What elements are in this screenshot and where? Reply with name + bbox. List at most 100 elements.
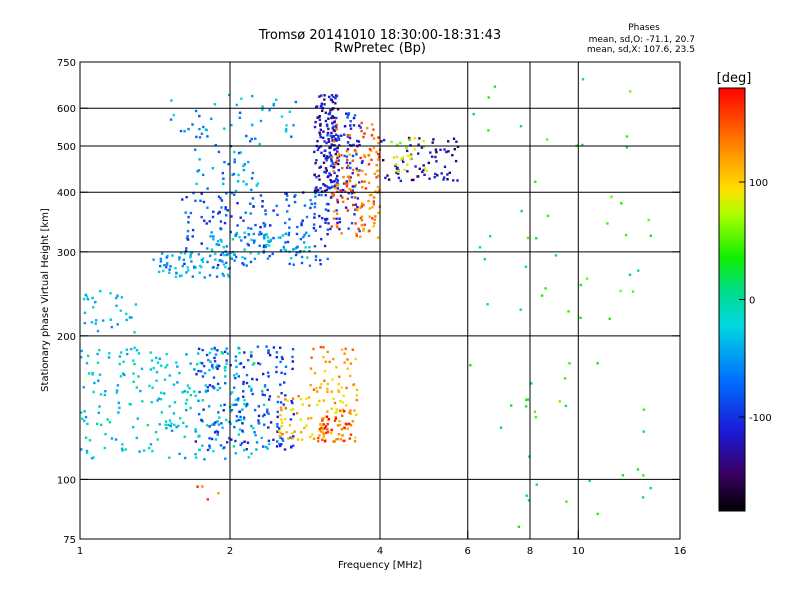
data-point	[349, 120, 352, 123]
data-point	[110, 437, 114, 440]
data-point	[303, 241, 306, 244]
data-point	[341, 196, 344, 199]
data-point	[199, 361, 202, 365]
data-point	[284, 130, 288, 133]
data-point	[184, 211, 187, 214]
data-point	[334, 417, 338, 420]
data-point	[431, 141, 434, 144]
data-point	[85, 449, 89, 453]
data-point	[325, 156, 328, 160]
data-point	[102, 319, 105, 322]
data-point	[165, 256, 168, 259]
data-point	[159, 264, 162, 268]
data-point	[312, 223, 316, 226]
data-point	[290, 408, 293, 412]
data-point	[535, 483, 538, 486]
data-point	[232, 172, 235, 176]
data-point	[334, 415, 337, 419]
data-point	[360, 121, 363, 125]
data-point	[372, 128, 375, 131]
data-point	[185, 247, 188, 250]
data-point	[118, 406, 121, 410]
data-point	[354, 222, 357, 225]
data-point	[323, 140, 326, 143]
data-point	[200, 132, 204, 135]
data-point	[204, 384, 207, 387]
data-point	[216, 363, 219, 367]
data-point	[324, 218, 327, 221]
data-point	[242, 164, 245, 168]
data-point	[251, 363, 255, 366]
data-point	[233, 374, 236, 377]
data-point	[384, 176, 387, 180]
data-point	[246, 441, 250, 444]
data-point	[451, 154, 454, 157]
data-point	[323, 103, 326, 106]
data-point	[332, 170, 335, 173]
data-point	[279, 360, 282, 364]
data-point	[235, 372, 238, 376]
data-point	[221, 251, 224, 255]
data-point	[299, 398, 303, 401]
data-point	[375, 164, 378, 167]
data-point	[330, 156, 334, 159]
data-point	[363, 223, 366, 226]
data-point	[201, 375, 205, 378]
data-point	[329, 173, 332, 177]
data-point	[360, 223, 363, 227]
data-point	[253, 239, 256, 242]
data-point	[309, 367, 313, 370]
data-point	[313, 189, 317, 193]
data-point	[132, 372, 135, 375]
data-point	[229, 230, 232, 234]
data-point	[216, 430, 220, 434]
data-point	[526, 398, 530, 401]
data-point	[115, 391, 118, 394]
data-point	[343, 154, 346, 158]
data-point	[269, 224, 272, 227]
data-point	[319, 423, 322, 426]
data-point	[126, 352, 129, 356]
data-point	[288, 110, 291, 113]
data-point	[292, 408, 295, 411]
data-point	[355, 153, 358, 156]
data-point	[194, 394, 197, 397]
data-point	[326, 131, 330, 135]
data-point	[370, 193, 373, 196]
data-point	[367, 181, 371, 184]
data-point	[322, 136, 325, 139]
data-point	[119, 309, 122, 312]
data-point	[331, 100, 335, 104]
data-point	[224, 369, 227, 372]
data-point	[255, 184, 258, 187]
data-point	[368, 194, 372, 197]
data-point	[351, 189, 354, 192]
data-point	[245, 404, 248, 408]
data-point	[234, 377, 237, 380]
data-point	[268, 442, 271, 446]
data-point	[96, 329, 100, 333]
data-point	[234, 355, 238, 358]
data-point	[264, 445, 268, 449]
data-point	[217, 195, 221, 198]
data-point	[359, 235, 362, 238]
data-point	[211, 365, 214, 368]
data-point	[225, 245, 228, 248]
data-point	[487, 129, 490, 132]
data-point	[353, 213, 356, 216]
data-point	[297, 395, 300, 398]
data-point	[341, 414, 344, 417]
data-point	[338, 423, 342, 427]
data-point	[328, 146, 332, 150]
data-point	[107, 356, 111, 359]
data-point	[267, 412, 270, 415]
data-point	[320, 193, 323, 197]
data-point	[323, 440, 327, 443]
data-point	[343, 352, 346, 355]
data-point	[326, 422, 329, 426]
data-point	[349, 166, 352, 170]
data-point	[277, 429, 281, 432]
data-point	[295, 232, 299, 236]
data-point	[327, 112, 330, 116]
data-point	[343, 133, 346, 136]
